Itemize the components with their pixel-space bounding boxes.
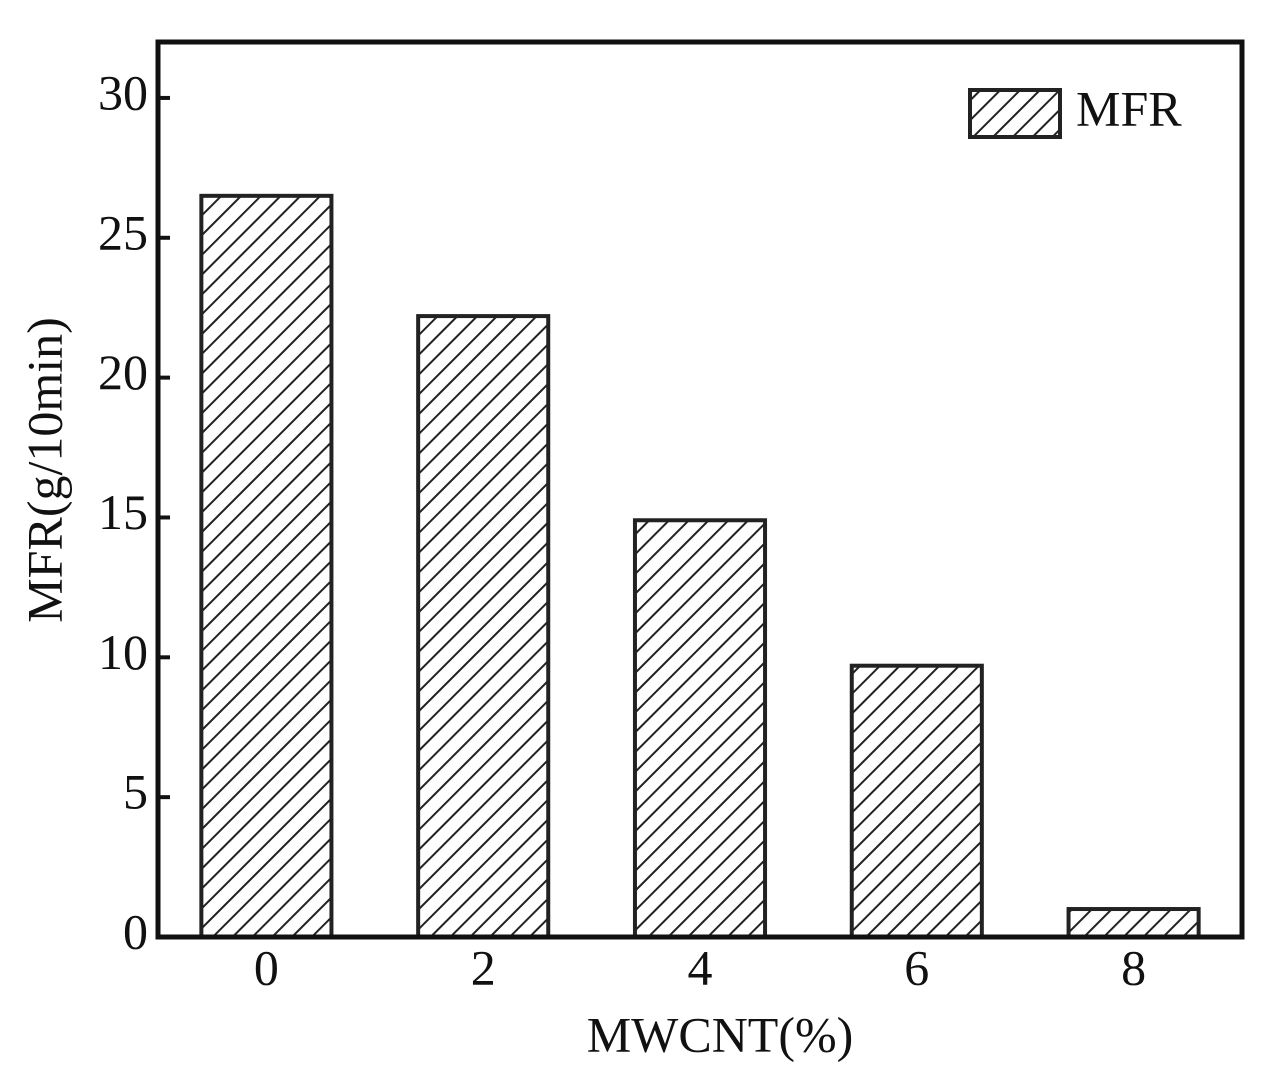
bar — [849, 663, 984, 939]
y-tick-label: 25 — [98, 204, 148, 260]
x-tick-label: 0 — [254, 939, 279, 995]
plot-frame — [155, 39, 1245, 940]
x-tick-label: 2 — [471, 939, 496, 995]
x-tick-label: 8 — [1121, 939, 1146, 995]
bar — [632, 518, 768, 939]
x-tick-label: 4 — [688, 939, 713, 995]
y-tick-label: 10 — [98, 624, 148, 680]
legend-swatch — [968, 88, 1062, 139]
x-tick-label: 6 — [904, 939, 929, 995]
y-tick-label: 20 — [98, 344, 148, 400]
y-tick-label: 5 — [123, 764, 148, 820]
y-tick-label: 30 — [98, 64, 148, 120]
bar — [1066, 907, 1201, 939]
y-axis-label: MFR(g/10min) — [16, 317, 72, 623]
legend-label: MFR — [1076, 80, 1182, 136]
bar — [416, 314, 551, 939]
bar — [199, 193, 334, 939]
y-tick-label: 0 — [123, 903, 148, 959]
x-axis-label: MWCNT(%) — [587, 1006, 854, 1062]
y-tick-label: 15 — [98, 484, 148, 540]
